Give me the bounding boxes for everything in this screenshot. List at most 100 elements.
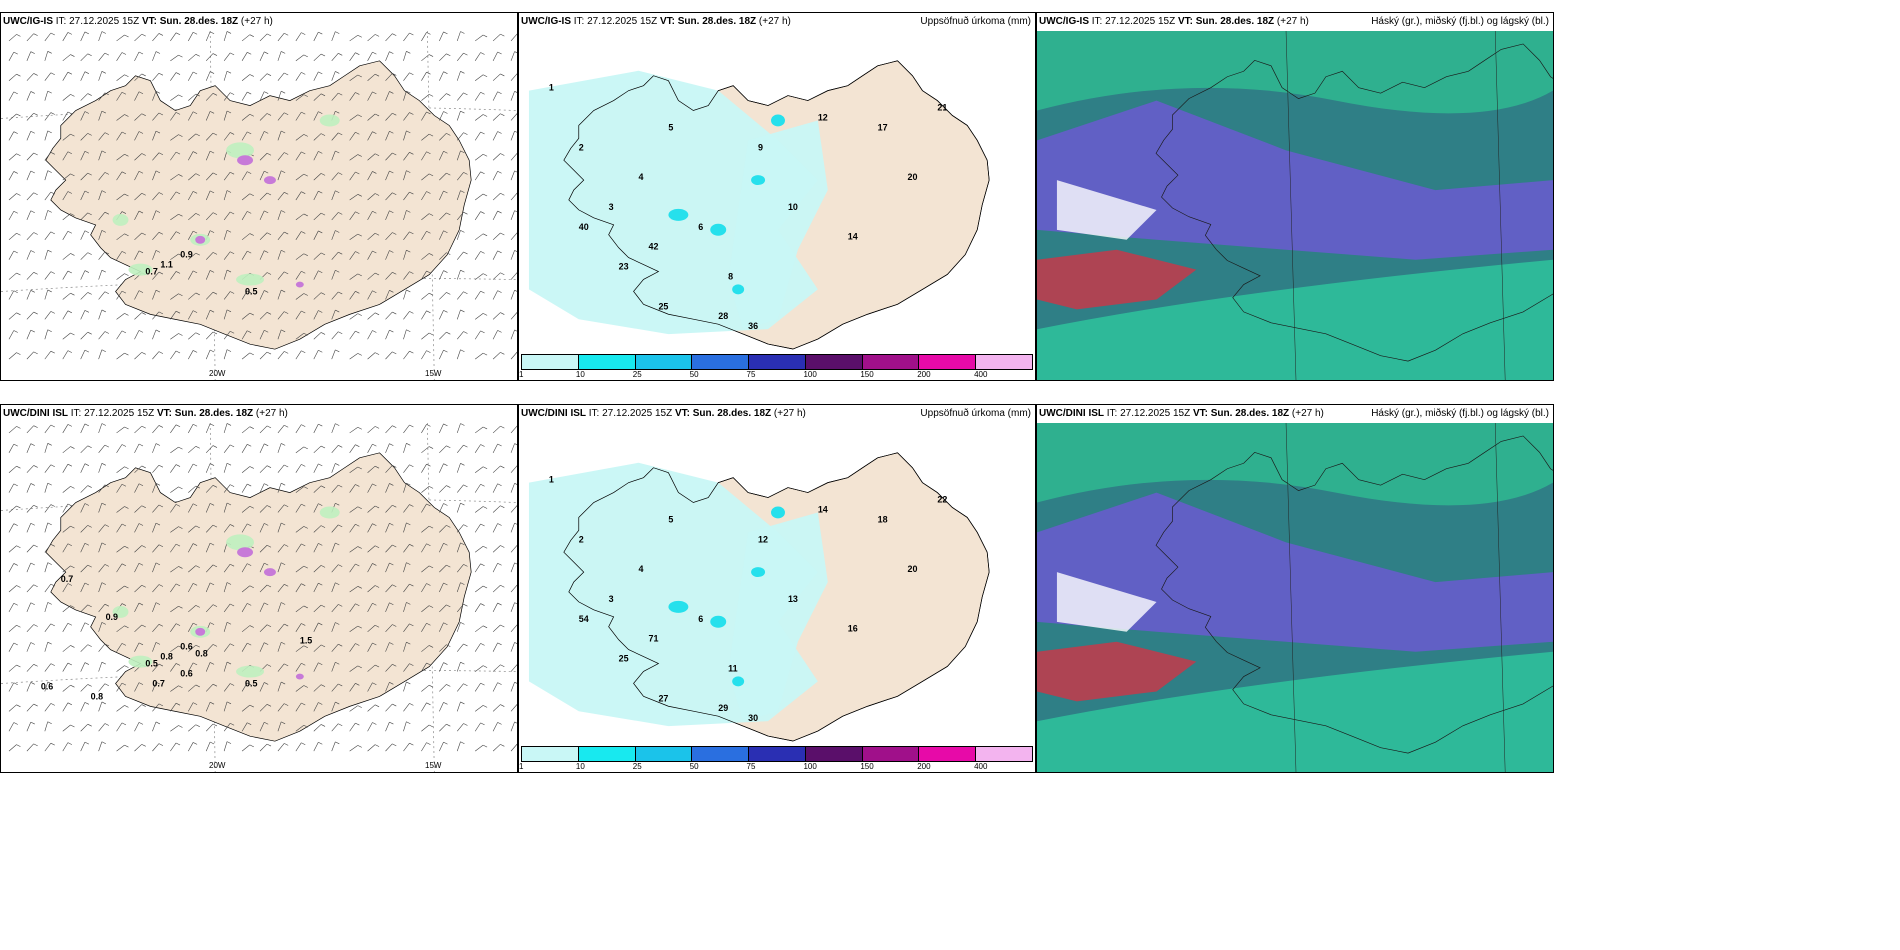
wind-barb — [313, 332, 322, 340]
wind-barb — [101, 582, 106, 585]
wind-barb — [385, 505, 393, 513]
cloud-high-layer — [1037, 100, 1553, 260]
wind-barb — [456, 212, 464, 221]
wind-barb — [98, 110, 103, 121]
colorbar-swatch — [578, 355, 636, 369]
wind-barb — [338, 564, 343, 567]
wind-barb — [331, 524, 339, 533]
wind-barb — [303, 332, 308, 336]
wind-barb — [403, 32, 410, 42]
wind-barb — [8, 505, 17, 513]
wind-barb — [409, 742, 414, 746]
wind-barb — [80, 349, 86, 360]
wind-barb — [482, 34, 488, 38]
wind-barb — [428, 605, 434, 608]
wind-barb — [155, 562, 161, 566]
wind-barb — [47, 641, 52, 645]
wind-barb — [80, 525, 88, 533]
wind-barb — [175, 310, 181, 314]
wind-barb — [226, 349, 232, 352]
precip-area-mid — [771, 506, 785, 519]
wind-map[interactable]: 0.7 0.9 0.5 1.1 — [1, 31, 517, 380]
wind-barb — [170, 134, 179, 141]
wind-barb — [303, 446, 308, 450]
wind-barb — [392, 425, 397, 428]
wind-barb — [205, 683, 214, 692]
wind-barb — [124, 313, 129, 316]
wind-barb — [67, 350, 73, 353]
cloud-map[interactable] — [1037, 31, 1553, 380]
wind-barb — [195, 213, 200, 216]
wind-barb — [456, 132, 464, 141]
wind-barb — [223, 701, 228, 712]
wind-barb — [409, 152, 414, 155]
wind-barb — [439, 582, 444, 593]
wind-barb — [439, 151, 444, 161]
wind-barb — [357, 353, 362, 356]
wind-barb — [372, 131, 377, 134]
wind-barb — [303, 173, 308, 177]
wind-barb — [281, 721, 286, 725]
colorbar-tick-label: 150 — [860, 370, 874, 379]
wind-barb — [349, 233, 358, 241]
wind-barb — [223, 92, 231, 101]
wind-barb — [303, 685, 308, 688]
wind-barb — [8, 91, 15, 101]
wind-barb — [223, 309, 228, 320]
wind-barb — [170, 725, 179, 732]
wind-barb — [98, 683, 106, 692]
wind-barb — [357, 233, 362, 237]
wind-barb — [355, 211, 360, 215]
colorbar-tick-label: 10 — [575, 370, 585, 379]
wind-barb — [421, 94, 430, 101]
wind-barb — [335, 701, 340, 705]
wind-barb — [138, 563, 144, 566]
wind-barb — [26, 73, 34, 81]
wind-barb — [141, 744, 146, 747]
wind-barb — [209, 150, 215, 154]
wind-barb — [406, 329, 411, 332]
wind-barb — [247, 211, 252, 214]
wind-barb — [385, 523, 390, 533]
wind-barb — [212, 53, 218, 56]
wind-barb — [249, 34, 254, 37]
wind-barb — [482, 625, 488, 629]
wind-barb — [372, 210, 377, 214]
wind-barb — [338, 445, 343, 448]
wind-barb — [463, 251, 468, 255]
wind-barb — [188, 173, 196, 181]
wind-barb — [497, 722, 502, 725]
wind-barb — [134, 642, 140, 652]
cloud-map[interactable] — [1037, 423, 1553, 772]
wind-barb — [403, 210, 407, 221]
panel-right-title: Uppsöfnuð úrkoma (mm) — [920, 16, 1031, 27]
wind-barb — [428, 253, 434, 256]
precip-area-light — [728, 120, 828, 330]
wind-barb — [331, 71, 336, 81]
precip-map[interactable]: 1 2 3 4 5 6 11 12 13 14 16 18 20 22 25 27 29 30 54 71 — [519, 423, 1035, 744]
wind-barb — [295, 424, 302, 434]
wind-map[interactable]: 0.5 0.6 0.5 0.8 0.7 0.9 0.6 0.8 0.7 0.6 0.8 1.5 — [1, 423, 517, 772]
wind-barb — [355, 330, 360, 334]
wind-barb — [331, 604, 339, 613]
wind-barb — [98, 564, 106, 573]
wind-barb — [30, 210, 35, 214]
wind-barb — [124, 585, 129, 589]
cloud-low-layer — [1037, 423, 1553, 506]
wind-barb — [277, 483, 282, 493]
wind-barb — [121, 722, 127, 726]
wind-barb — [80, 564, 88, 573]
wind-barb — [510, 483, 515, 493]
precip-map[interactable]: 1 2 3 4 5 6 8 9 10 12 14 17 20 21 23 25 28 36 40 42 — [519, 31, 1035, 352]
wind-barb — [223, 643, 231, 652]
wind-barb — [247, 563, 252, 566]
wind-barb — [241, 131, 248, 141]
wind-barb — [33, 664, 38, 667]
wind-barb — [80, 172, 88, 181]
wind-barb — [121, 330, 127, 334]
wind-barb — [223, 741, 228, 752]
wind-barb — [138, 642, 144, 646]
wind-barb — [439, 463, 444, 473]
wind-barb — [482, 546, 488, 549]
wind-barb — [84, 423, 90, 427]
